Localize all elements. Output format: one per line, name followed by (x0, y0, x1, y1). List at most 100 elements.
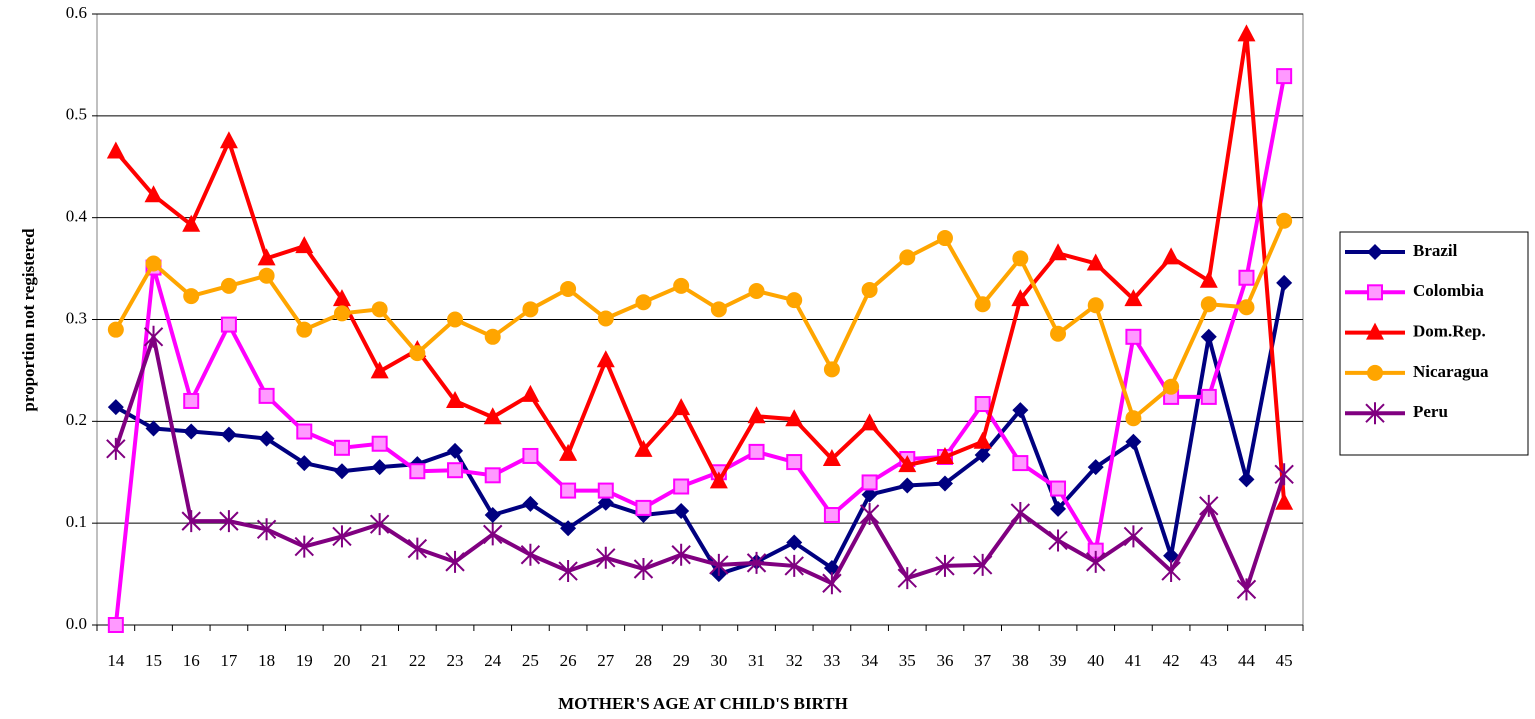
x-tick-label: 40 (1087, 651, 1104, 670)
y-tick-label: 0.4 (66, 207, 88, 226)
data-point (1199, 494, 1219, 517)
data-point (861, 281, 878, 298)
data-point (786, 454, 803, 471)
data-point (597, 482, 614, 499)
data-point (1163, 547, 1180, 564)
series-line (113, 334, 1287, 592)
x-tick-label: 29 (673, 651, 690, 670)
data-point (1050, 325, 1067, 342)
data-point (522, 301, 539, 318)
data-point (333, 305, 350, 322)
data-point (559, 443, 578, 461)
x-tick-label: 17 (220, 651, 238, 670)
y-tick-label: 0.1 (66, 512, 87, 531)
data-point (1012, 455, 1029, 472)
x-tick-label: 34 (861, 651, 879, 670)
data-point (1276, 212, 1293, 229)
data-point (258, 387, 275, 404)
data-point (1087, 459, 1104, 476)
legend-marker (1365, 402, 1385, 425)
data-point (1086, 550, 1106, 573)
data-point (1050, 480, 1067, 497)
legend-marker (1367, 244, 1383, 260)
x-tick-label: 26 (560, 651, 577, 670)
data-point (446, 390, 465, 408)
data-point (822, 572, 842, 595)
data-point (106, 437, 126, 460)
data-point (407, 537, 428, 560)
data-point (709, 553, 729, 576)
x-tick-label: 36 (936, 651, 953, 670)
data-point (220, 316, 237, 333)
data-point (596, 546, 616, 569)
data-point (1049, 243, 1068, 261)
data-point (1237, 24, 1256, 42)
x-tick-label: 41 (1125, 651, 1142, 670)
data-point (296, 321, 313, 338)
data-point (936, 230, 953, 247)
legend-label: Colombia (1413, 281, 1484, 300)
data-point (1086, 253, 1105, 271)
data-point (973, 431, 992, 449)
data-point (1050, 500, 1067, 517)
data-point (484, 467, 501, 484)
legend-marker (1366, 322, 1384, 340)
data-point (447, 442, 464, 459)
data-point (296, 455, 313, 472)
data-point (935, 446, 954, 464)
data-point (823, 507, 840, 524)
x-tick-label: 27 (597, 651, 615, 670)
x-tick-label: 22 (409, 651, 426, 670)
data-point (1087, 297, 1104, 314)
data-point (107, 617, 124, 633)
data-point (296, 423, 313, 440)
data-point (447, 462, 464, 479)
data-point (1274, 463, 1294, 486)
data-point (823, 361, 840, 378)
data-point (673, 502, 690, 519)
data-point (897, 567, 917, 590)
data-point (1200, 296, 1217, 313)
x-tick-label: 18 (258, 651, 275, 670)
data-point (935, 554, 955, 577)
data-point (1010, 501, 1031, 524)
data-point (145, 420, 162, 437)
data-point (748, 282, 765, 299)
data-point (370, 361, 389, 379)
data-point (1200, 388, 1217, 405)
data-point (860, 413, 879, 431)
data-point (635, 499, 652, 516)
data-point (596, 350, 615, 368)
data-point (333, 463, 350, 480)
x-tick-label: 37 (974, 651, 992, 670)
x-tick-label: 16 (183, 651, 200, 670)
data-point (220, 277, 237, 294)
data-point (220, 426, 237, 443)
data-point (145, 255, 162, 272)
legend-label: Nicaragua (1413, 362, 1489, 381)
data-point (183, 392, 200, 409)
x-tick-label: 23 (447, 651, 464, 670)
data-point (672, 398, 691, 416)
data-point (219, 510, 239, 533)
data-point (219, 131, 238, 149)
data-point (1125, 433, 1142, 450)
data-point (483, 523, 503, 546)
x-tick-label: 39 (1050, 651, 1067, 670)
data-point (332, 525, 352, 548)
data-point (371, 459, 388, 476)
series-line (114, 282, 1287, 577)
data-point (673, 277, 690, 294)
data-point (597, 310, 614, 327)
data-point (143, 325, 164, 348)
data-point (1012, 402, 1029, 419)
data-point (899, 477, 916, 494)
data-point (974, 296, 991, 313)
y-tick-label: 0.3 (66, 308, 87, 327)
data-point (369, 513, 390, 536)
data-point (558, 560, 578, 583)
data-point (859, 503, 880, 526)
data-point (898, 455, 917, 473)
data-point (256, 518, 277, 541)
